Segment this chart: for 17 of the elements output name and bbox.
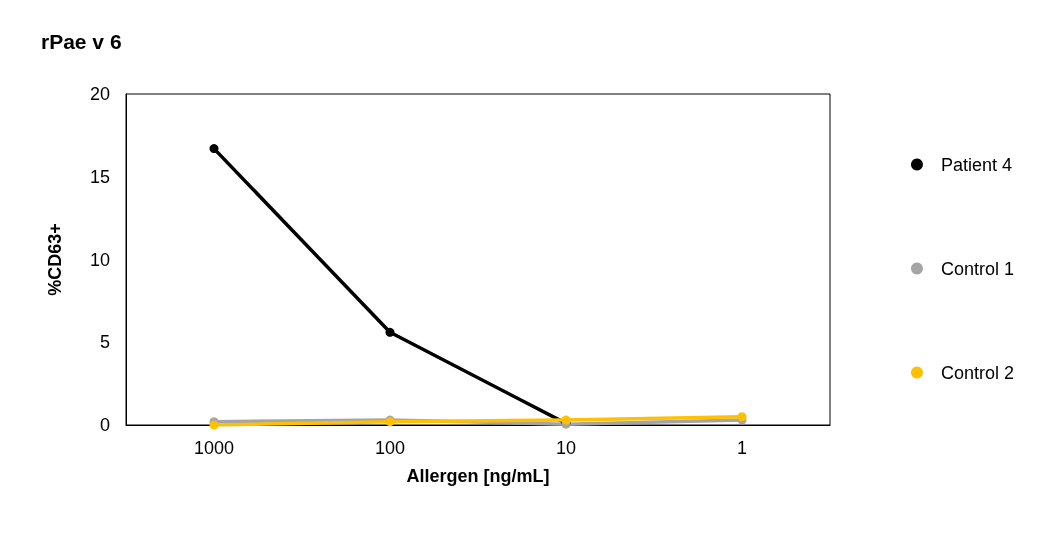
x-axis-title: Allergen [ng/mL]	[406, 466, 550, 486]
point	[385, 327, 395, 337]
legend-label: Control 1	[940, 258, 1015, 279]
chart-title: rPae v 6	[41, 30, 122, 53]
y-tick-label: 5	[99, 332, 110, 353]
y-tick-label: 0	[99, 415, 110, 435]
legend-label: Patient 4	[940, 154, 1013, 175]
y-axis-title: %CD63+	[45, 223, 65, 296]
x-tick-label: 10	[555, 438, 577, 458]
x-tick-label: 100	[374, 438, 406, 458]
legend-label: Control 2	[940, 362, 1015, 383]
y-tick-label: 15	[89, 166, 110, 187]
point	[209, 144, 219, 154]
x-tick-label: 1	[736, 438, 748, 458]
y-tick-label: 10	[89, 249, 110, 270]
x-tick-label: 1000	[193, 438, 235, 458]
y-tick-label: 20	[89, 84, 110, 104]
